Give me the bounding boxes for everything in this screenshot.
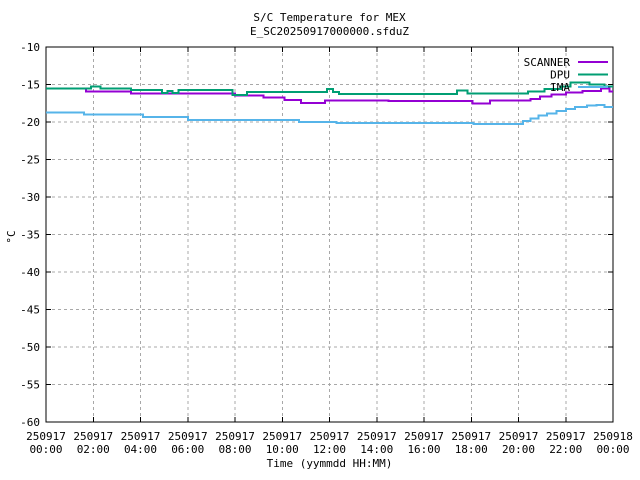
x-axis-title: Time (yymmdd HH:MM) bbox=[266, 457, 393, 470]
x-tick-label-time: 12:00 bbox=[313, 443, 346, 456]
chart-subtitle: E_SC20250917000000.sfduZ bbox=[250, 25, 409, 38]
y-tick-label: -55 bbox=[20, 379, 40, 392]
x-tick-label-date: 250917 bbox=[262, 430, 302, 443]
y-tick-label: -10 bbox=[20, 41, 40, 54]
x-tick-label-time: 14:00 bbox=[360, 443, 393, 456]
series-line-dpu bbox=[46, 81, 613, 96]
x-tick-label-date: 250917 bbox=[546, 430, 586, 443]
y-tick-label: -15 bbox=[20, 79, 40, 92]
y-tick-label: -35 bbox=[20, 229, 40, 242]
x-tick-label-time: 02:00 bbox=[77, 443, 110, 456]
x-tick-label-date: 250917 bbox=[404, 430, 444, 443]
y-tick-label: -50 bbox=[20, 341, 40, 354]
x-tick-label-date: 250917 bbox=[499, 430, 539, 443]
series-line-ima bbox=[46, 103, 613, 125]
legend-label-scanner: SCANNER bbox=[524, 56, 571, 69]
x-tick-label-date: 250917 bbox=[121, 430, 161, 443]
y-tick-label: -20 bbox=[20, 116, 40, 129]
y-tick-label: -45 bbox=[20, 304, 40, 317]
x-tick-label-date: 250917 bbox=[168, 430, 208, 443]
y-tick-label: -40 bbox=[20, 266, 40, 279]
x-tick-label-time: 16:00 bbox=[407, 443, 440, 456]
x-tick-label-time: 08:00 bbox=[218, 443, 251, 456]
x-tick-label-date: 250917 bbox=[73, 430, 113, 443]
x-tick-label-date: 250917 bbox=[357, 430, 397, 443]
x-tick-label-date: 250917 bbox=[215, 430, 255, 443]
legend-label-ima: IMA bbox=[550, 81, 570, 94]
x-tick-label-time: 22:00 bbox=[549, 443, 582, 456]
x-tick-label-date: 250917 bbox=[310, 430, 350, 443]
x-tick-label-time: 00:00 bbox=[596, 443, 629, 456]
plot-border bbox=[45, 46, 614, 423]
x-tick-label-time: 04:00 bbox=[124, 443, 157, 456]
y-tick-label: -25 bbox=[20, 154, 40, 167]
chart-title: S/C Temperature for MEX bbox=[253, 11, 406, 24]
x-tick-label-time: 10:00 bbox=[266, 443, 299, 456]
x-tick-label-time: 18:00 bbox=[455, 443, 488, 456]
y-tick-label: -60 bbox=[20, 416, 40, 429]
x-tick-label-time: 20:00 bbox=[502, 443, 535, 456]
x-tick-label-time: 00:00 bbox=[29, 443, 62, 456]
y-tick-label: -30 bbox=[20, 191, 40, 204]
x-tick-label-time: 06:00 bbox=[171, 443, 204, 456]
legend-label-dpu: DPU bbox=[550, 69, 570, 82]
x-tick-label-date: 250918 bbox=[593, 430, 633, 443]
x-tick-label-date: 250917 bbox=[451, 430, 491, 443]
x-tick-label-date: 250917 bbox=[26, 430, 66, 443]
